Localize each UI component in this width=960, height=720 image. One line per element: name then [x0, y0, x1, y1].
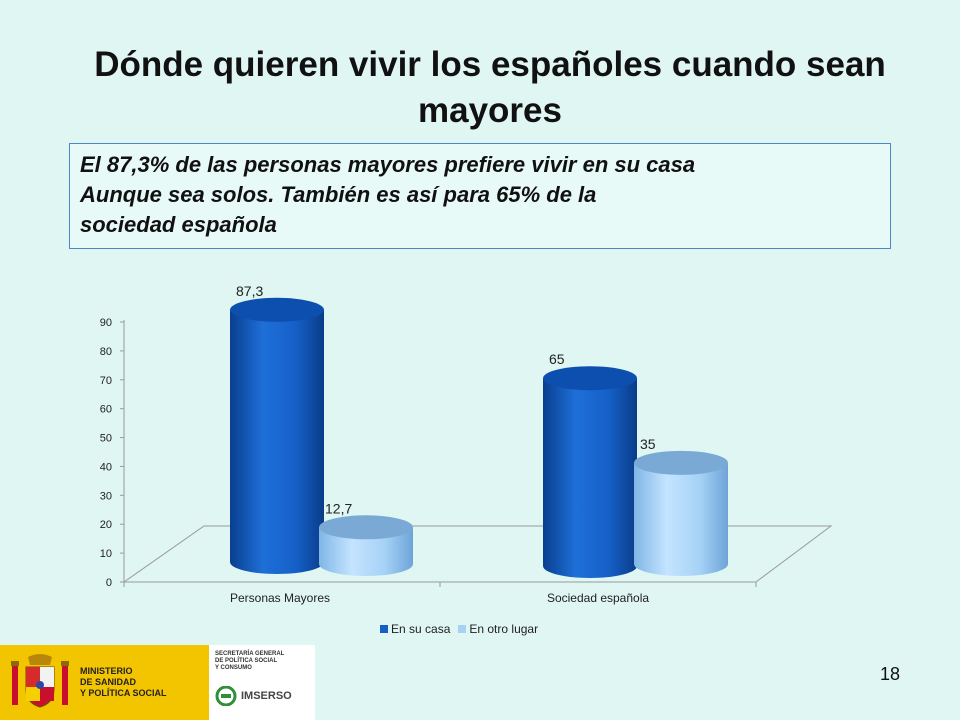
- y-tick-label: 20: [100, 519, 112, 531]
- bar-chart: 0 10 20 30 40 50 60 70 80 90 Personas Mayores Socie…: [100, 283, 833, 605]
- data-label: 35: [640, 436, 656, 452]
- x-category-label: Personas Mayores: [230, 591, 330, 605]
- coat-of-arms-icon: [11, 653, 69, 708]
- imserso-text: IMSERSO: [241, 690, 292, 702]
- y-tick-label: 30: [100, 490, 112, 502]
- ministry-text: MINISTERIO DE SANIDAD Y POLÍTICA SOCIAL: [80, 666, 167, 699]
- chart-bars: [230, 297, 728, 578]
- bar-body: [230, 309, 324, 574]
- slide-title: Dónde quieren vivir los españoles cuando…: [94, 45, 886, 130]
- chart-floor: [122, 525, 833, 583]
- data-label: 87,3: [236, 283, 263, 299]
- bar-body: [634, 462, 728, 576]
- secretaria-line-3: Y CONSUMO: [215, 665, 252, 671]
- legend-label-en-otro-lugar: En otro lugar: [469, 622, 539, 636]
- legend-item-en-otro-lugar: En otro lugar: [458, 622, 538, 636]
- bar: [634, 450, 728, 576]
- subtitle-line-2: Aunque sea solos. También es así para 65…: [80, 182, 597, 207]
- legend-item-en-su-casa: En su casa: [380, 622, 450, 636]
- legend-swatch-en-otro-lugar: [458, 625, 467, 633]
- bar-body: [543, 378, 637, 578]
- subtitle-box: El 87,3% de las personas mayores prefier…: [69, 143, 891, 249]
- imserso-mark-icon: [215, 686, 237, 706]
- bar-top: [230, 297, 324, 322]
- bar: [230, 297, 324, 574]
- y-tick-label: 90: [100, 317, 112, 329]
- chart-legend: En su casa En otro lugar: [380, 622, 538, 636]
- subtitle-line-3: sociedad española: [80, 212, 277, 237]
- bar-body: [319, 527, 413, 576]
- data-label: 65: [549, 351, 565, 367]
- y-tick-label: 40: [100, 461, 112, 473]
- imserso-logo: SECRETARÍA GENERAL DE POLÍTICA SOCIAL Y …: [207, 645, 315, 720]
- subtitle-line-1: El 87,3% de las personas mayores prefier…: [80, 152, 696, 177]
- ministry-line-1: MINISTERIO: [80, 666, 133, 676]
- y-tick-label: 50: [100, 433, 112, 445]
- legend-swatch-en-su-casa: [380, 625, 388, 633]
- bar: [543, 366, 637, 578]
- bar-top: [634, 450, 728, 475]
- secretaria-line-2: DE POLÍTICA SOCIAL: [215, 658, 278, 664]
- imserso-brand: IMSERSO: [215, 686, 309, 706]
- y-tick-label: 70: [100, 375, 112, 387]
- footer-logos: MINISTERIO DE SANIDAD Y POLÍTICA SOCIAL …: [0, 645, 315, 720]
- y-tick-label: 80: [100, 346, 112, 358]
- chart-labels: 87,3 65 12,7 35: [236, 283, 656, 517]
- bar-top: [543, 366, 637, 391]
- secretaria-line-1: SECRETARÍA GENERAL: [215, 651, 285, 657]
- bar-top: [319, 515, 413, 540]
- x-category-label: Sociedad española: [547, 591, 649, 605]
- page-number: 18: [880, 664, 901, 684]
- secretaria-text: SECRETARÍA GENERAL DE POLÍTICA SOCIAL Y …: [215, 651, 309, 672]
- bar: [319, 515, 413, 576]
- ministry-line-2: DE SANIDAD: [80, 677, 137, 687]
- ministry-logo: MINISTERIO DE SANIDAD Y POLÍTICA SOCIAL: [0, 645, 207, 720]
- y-tick-label: 0: [106, 577, 112, 589]
- y-tick-label: 10: [100, 548, 112, 560]
- ministry-line-3: Y POLÍTICA SOCIAL: [80, 688, 167, 698]
- y-tick-label: 60: [100, 404, 112, 416]
- chart-axes: 0 10 20 30 40 50 60 70 80 90 Personas Mayores Socie…: [100, 317, 833, 605]
- legend-label-en-su-casa: En su casa: [391, 622, 451, 636]
- data-label: 12,7: [325, 500, 352, 516]
